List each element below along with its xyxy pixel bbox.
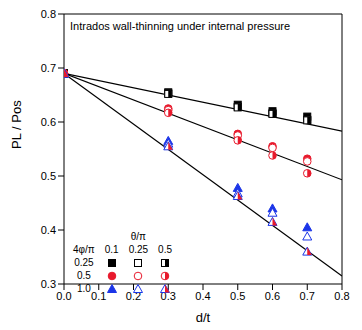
- svg-text:0.7: 0.7: [41, 62, 56, 74]
- svg-text:0.2: 0.2: [125, 289, 142, 302]
- html-text:0.25: 0.25: [128, 244, 149, 255]
- html-text:4φ/π: 4φ/π: [73, 244, 95, 255]
- html-text:0.25: 0.25: [74, 257, 94, 268]
- svg-text:0.6: 0.6: [265, 290, 280, 302]
- svg-text:0.8: 0.8: [41, 8, 56, 20]
- svg-text:0.5: 0.5: [41, 170, 56, 182]
- svg-text:0.3: 0.3: [41, 278, 56, 290]
- svg-text:0.6: 0.6: [41, 116, 56, 128]
- svg-text:0.0: 0.0: [56, 290, 71, 302]
- svg-text:0.8: 0.8: [334, 290, 349, 302]
- svg-text:0.5: 0.5: [230, 290, 245, 302]
- svg-text:0.4: 0.4: [41, 224, 56, 236]
- html-text:1.0: 1.0: [76, 283, 91, 294]
- svg-text:0.7: 0.7: [300, 290, 315, 302]
- html-text:0.5: 0.5: [76, 270, 91, 281]
- svg-text:0.1: 0.1: [91, 290, 106, 302]
- html-text:θ/π: θ/π: [130, 231, 146, 242]
- svg-text:d/t: d/t: [196, 310, 211, 322]
- html-text:Intrados wall-thinning under i: Intrados wall-thinning under internal pr…: [70, 20, 291, 32]
- html-text:0.5: 0.5: [158, 244, 172, 255]
- svg-text:0.4: 0.4: [195, 290, 210, 302]
- html-text:0.1: 0.1: [104, 244, 119, 255]
- svg-text:PL / Pos: PL / Pos: [9, 100, 24, 149]
- svg-text:0.3: 0.3: [160, 289, 176, 302]
